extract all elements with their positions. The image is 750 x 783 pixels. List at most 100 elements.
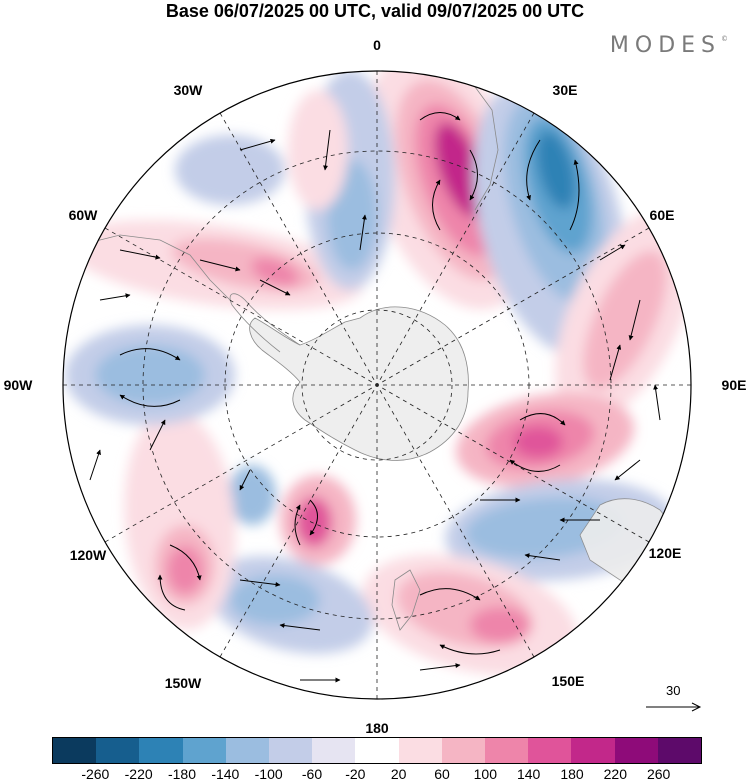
colorbar-tick-label: -220	[124, 766, 153, 782]
anomaly-pos-20e-core	[434, 122, 486, 218]
latitude-circle-1	[301, 309, 453, 461]
modes-logo: MODES©	[610, 33, 728, 58]
wind-vector	[239, 138, 276, 151]
colorbar-tick-label: 140	[516, 766, 541, 782]
brand-name: MODES	[609, 33, 721, 58]
wind-vector	[439, 644, 501, 655]
colorbar-cell	[614, 738, 658, 763]
wind-vector	[419, 663, 461, 671]
wind-vector	[279, 623, 321, 631]
south-america-coast	[79, 234, 231, 301]
colorbar-tick-label: 180	[560, 766, 584, 782]
wind-vector	[119, 348, 181, 361]
colorbar-tick-label: -260	[81, 766, 110, 782]
colorbar-cell	[528, 738, 572, 763]
label-90w: 90W	[4, 377, 34, 393]
wind-vector	[509, 459, 561, 472]
colorbar-tick-label: -60	[301, 766, 323, 782]
reference-vector: 30	[640, 683, 704, 723]
reference-vector-arrowhead	[691, 702, 702, 712]
colorbar-tick-label: 220	[603, 766, 628, 782]
label-60w: 60W	[69, 207, 99, 223]
anomaly-pos-100e-core	[513, 426, 563, 458]
anomaly-pos-10w	[288, 90, 348, 210]
wind-vector	[469, 149, 478, 201]
wind-vector	[526, 139, 541, 201]
wind-vector	[569, 159, 580, 231]
brand-mark: ©	[721, 35, 728, 43]
colorbar-tick-label: 20	[390, 766, 407, 782]
wind-vector	[419, 112, 461, 121]
label-150e: 150E	[552, 673, 585, 689]
wind-vector	[524, 553, 561, 561]
wind-vector	[432, 179, 441, 231]
anomaly-neg-40e-core	[536, 131, 576, 209]
colorbar-cell	[312, 738, 356, 763]
wind-vector	[519, 413, 566, 426]
wind-vector	[239, 469, 251, 491]
wind-vector	[169, 544, 202, 581]
colorbar-cell	[269, 738, 313, 763]
colorbar	[52, 737, 702, 764]
anomaly-neg-150w-mid	[230, 575, 320, 625]
wind-vector	[359, 214, 367, 251]
wind-vector	[199, 259, 241, 272]
chart-title: Base 06/07/2025 00 UTC, valid 09/07/2025…	[165, 1, 585, 21]
anomaly-pos-60w-core	[251, 257, 299, 287]
label-150w: 150W	[165, 675, 202, 691]
colorbar-cell	[398, 738, 442, 763]
colorbar-tick-label: -140	[211, 766, 240, 782]
wind-vector	[119, 249, 161, 260]
colorbar-tick-labels: -260 -220 -180 -140 -100 -60 -20 20 60 100 140 180 2…	[0, 766, 750, 783]
map-border	[62, 70, 692, 700]
colorbar-cell	[571, 738, 615, 763]
colorbar-cell	[441, 738, 486, 763]
colorbar-cell	[355, 738, 399, 763]
colorbar-tick-label: 100	[473, 766, 498, 782]
label-30w: 30W	[174, 82, 204, 98]
label-30e: 30E	[553, 82, 578, 98]
colorbar-tick-label: 260	[646, 766, 671, 782]
anomaly-pos-120w-core	[167, 546, 203, 594]
new-zealand-coast	[391, 569, 421, 631]
antarctic-peninsula	[229, 293, 301, 353]
wind-vector	[157, 574, 186, 611]
wind-vectors	[89, 112, 661, 683]
label-0: 0	[373, 37, 381, 53]
label-120e: 120E	[649, 545, 682, 561]
wind-vector	[259, 279, 291, 296]
wind-vector	[309, 499, 318, 536]
colorbar-cell	[139, 738, 183, 763]
wind-vector	[119, 394, 181, 407]
meridian-150e-30w	[219, 112, 535, 658]
label-90e: 90E	[722, 377, 747, 393]
colorbar-cell	[53, 738, 97, 763]
colorbar-cell	[225, 738, 270, 763]
graticule	[63, 71, 691, 699]
colorbar-cell	[485, 738, 529, 763]
colorbar-cell	[657, 738, 702, 763]
colorbar-tick-label: -20	[345, 766, 366, 782]
anomaly-neg-30w	[175, 135, 285, 205]
wind-vector	[653, 384, 661, 421]
anomaly-neg-small	[228, 465, 276, 525]
colorbar-tick-label: -100	[254, 766, 283, 782]
wind-vector	[99, 293, 131, 301]
wind-vector	[149, 419, 166, 451]
wind-vector	[628, 299, 641, 341]
reference-vector-label: 30	[666, 683, 681, 698]
wind-vector	[323, 129, 331, 171]
colorbar-cell	[182, 738, 226, 763]
colorbar-cell	[96, 738, 140, 763]
wind-vector	[419, 588, 481, 601]
wind-vector	[599, 244, 626, 261]
longitude-labels: 0 30E 60E 90E 120E 150E 180 150W 120W 90…	[4, 37, 747, 735]
label-120w: 120W	[70, 547, 107, 563]
anomaly-pos-70e-mid	[583, 250, 667, 390]
label-180: 180	[365, 720, 389, 735]
wind-vector	[89, 449, 101, 481]
polar-map: 0 30E 60E 90E 120E 150E 180 150W 120W 90…	[4, 37, 747, 735]
wind-vector	[609, 344, 622, 381]
colorbar-tick-label: -180	[167, 766, 197, 782]
wind-vector	[239, 579, 281, 587]
